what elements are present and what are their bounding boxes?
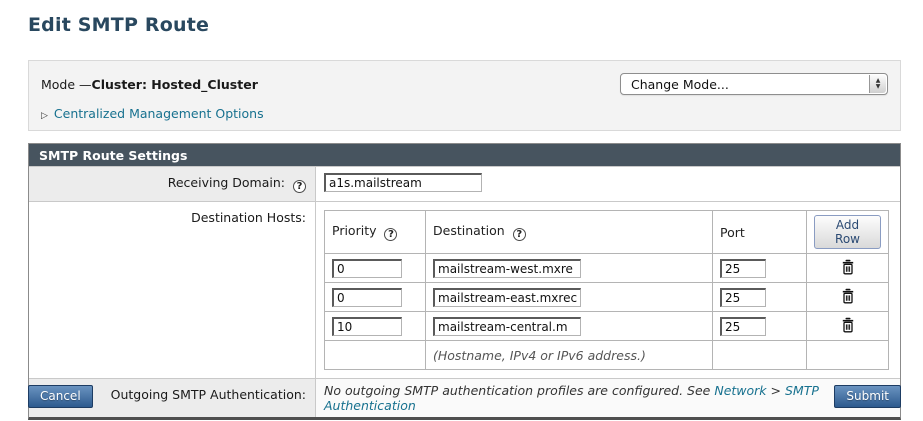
destination-host-row-3: [324, 311, 889, 341]
destination-input-3[interactable]: [433, 316, 581, 336]
priority-input-1[interactable]: [332, 258, 402, 278]
outgoing-smtp-auth-content-cell: No outgoing SMTP authentication profiles…: [316, 379, 900, 417]
destination-hosts-grid: Priority ? Destination ? Port Add Row: [324, 210, 889, 370]
port-input-3[interactable]: [720, 316, 766, 336]
centralized-management-options-link[interactable]: ▷ Centralized Management Options: [41, 106, 888, 121]
add-row-button[interactable]: Add Row: [814, 215, 881, 249]
priority-help-icon[interactable]: ?: [384, 228, 398, 241]
trash-icon: [842, 317, 853, 332]
priority-input-2[interactable]: [332, 287, 402, 307]
hostname-note: (Hostname, IPv4 or IPv6 address.): [425, 340, 713, 370]
outgoing-auth-message: No outgoing SMTP authentication profiles…: [324, 383, 711, 398]
change-mode-selected-value: Change Mode...: [631, 76, 729, 92]
smtp-authentication-link[interactable]: SMTP Authentication: [324, 383, 819, 413]
trash-icon: [842, 259, 853, 274]
destination-help-icon[interactable]: ?: [512, 228, 526, 241]
delete-row-button-3[interactable]: [841, 317, 855, 333]
receiving-domain-help-icon[interactable]: ?: [293, 180, 306, 193]
destination-host-row-1: [324, 253, 889, 283]
page-title: Edit SMTP Route: [28, 14, 210, 36]
destination-header-label: Destination: [433, 223, 505, 238]
cluster-mode-box: Mode —Cluster: Hosted_Cluster Change Mod…: [28, 60, 901, 131]
note-empty-cell-action: [806, 340, 889, 370]
stepper-down-icon: ▼: [875, 83, 881, 90]
destination-hosts-header-row: Priority ? Destination ? Port Add Row: [324, 210, 889, 254]
receiving-domain-label-cell: Receiving Domain: ?: [29, 167, 316, 201]
disclosure-triangle-icon: ▷: [41, 111, 48, 121]
delete-row-button-1[interactable]: [841, 259, 855, 275]
receiving-domain-content-cell: [316, 167, 900, 201]
destination-column-header: Destination ?: [425, 210, 713, 254]
cancel-button[interactable]: Cancel: [28, 385, 93, 408]
port-column-header: Port: [712, 210, 807, 254]
mode-value: Cluster: Hosted_Cluster: [91, 76, 258, 92]
footer-actions: Cancel Submit: [28, 385, 901, 408]
port-header-label: Port: [720, 224, 745, 240]
mode-text: Mode —Cluster: Hosted_Cluster: [41, 77, 258, 92]
select-stepper-icon: ▲ ▼: [869, 75, 886, 93]
delete-row-button-2[interactable]: [841, 288, 855, 304]
receiving-domain-input[interactable]: [324, 173, 482, 192]
breadcrumb-separator: >: [770, 383, 782, 398]
smtp-route-settings-header: SMTP Route Settings: [29, 144, 900, 166]
port-input-2[interactable]: [720, 287, 766, 307]
priority-column-header: Priority ?: [324, 210, 426, 254]
outgoing-smtp-auth-text: No outgoing SMTP authentication profiles…: [324, 383, 892, 413]
destination-note-row: (Hostname, IPv4 or IPv6 address.): [324, 340, 889, 370]
destination-host-row-2: [324, 282, 889, 312]
destination-input-2[interactable]: [433, 287, 581, 307]
submit-button[interactable]: Submit: [834, 385, 901, 408]
smtp-route-settings-table: SMTP Route Settings Receiving Domain: ? …: [28, 143, 901, 420]
centralized-management-options-label: Centralized Management Options: [53, 106, 264, 121]
note-empty-cell-priority: [324, 340, 426, 370]
network-link[interactable]: Network: [714, 383, 767, 398]
destination-hosts-label: Destination Hosts:: [191, 210, 306, 225]
receiving-domain-label: Receiving Domain:: [167, 175, 286, 190]
add-row-header-cell: Add Row: [806, 210, 889, 254]
destination-input-1[interactable]: [433, 258, 581, 278]
outgoing-smtp-auth-label: Outgoing SMTP Authentication:: [110, 387, 306, 402]
change-mode-select[interactable]: Change Mode... ▲ ▼: [620, 73, 888, 95]
priority-header-label: Priority: [332, 223, 377, 238]
port-input-1[interactable]: [720, 258, 766, 278]
mode-label: Mode —: [41, 76, 92, 92]
receiving-domain-row: Receiving Domain: ?: [29, 166, 900, 201]
destination-hosts-label-cell: Destination Hosts:: [29, 202, 316, 378]
stepper-up-icon: ▲: [875, 77, 881, 84]
trash-icon: [842, 288, 853, 303]
priority-input-3[interactable]: [332, 316, 402, 336]
destination-hosts-row: Destination Hosts: Priority ? Destinatio…: [29, 201, 900, 378]
destination-hosts-content-cell: Priority ? Destination ? Port Add Row: [316, 202, 900, 378]
note-empty-cell-port: [712, 340, 807, 370]
